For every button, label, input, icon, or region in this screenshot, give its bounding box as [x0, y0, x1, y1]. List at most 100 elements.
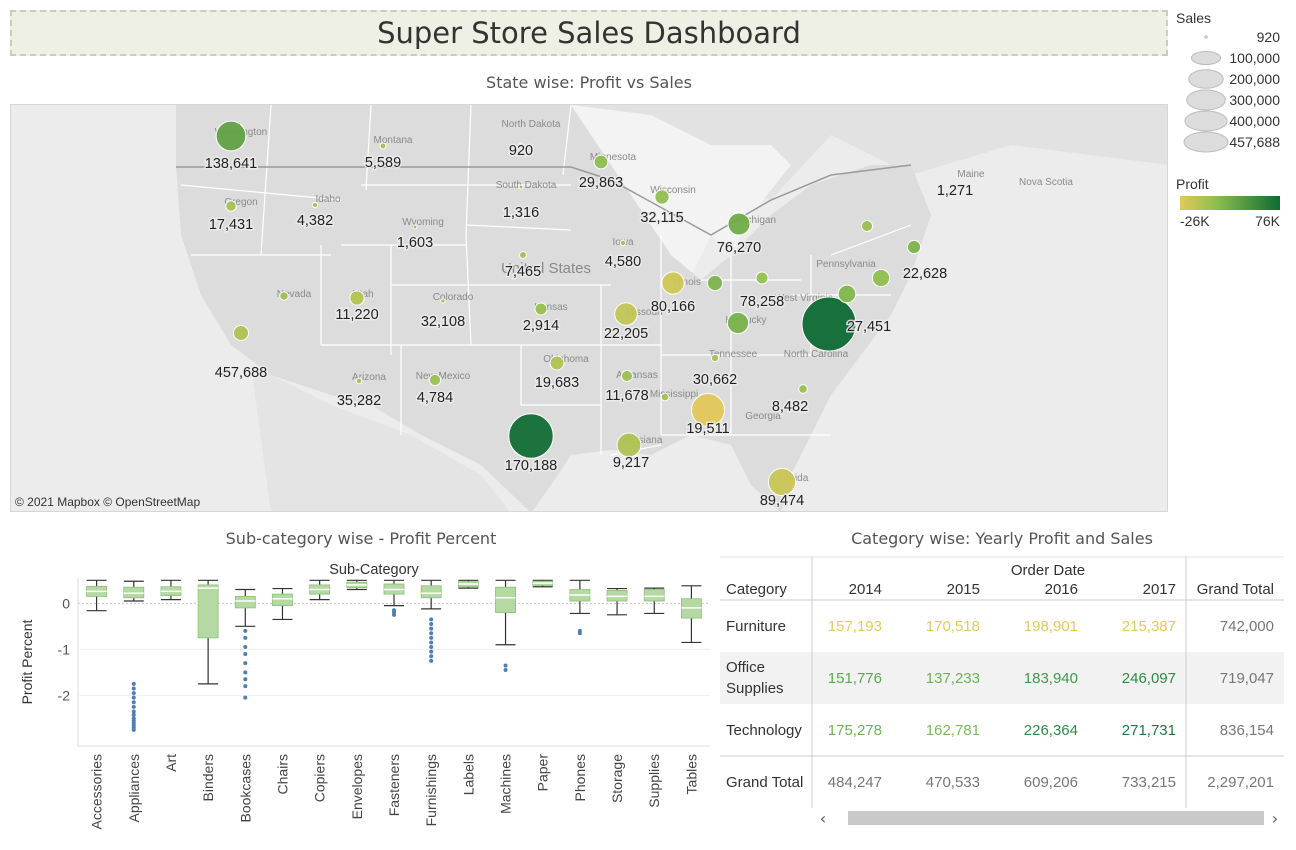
box-outlier	[429, 631, 434, 636]
box-outlier	[243, 661, 248, 666]
bubble-label: 4,580	[605, 254, 641, 270]
boxplot-category-label: Binders	[200, 754, 216, 801]
scroll-left-icon[interactable]: ‹	[819, 808, 827, 828]
box-outlier	[131, 691, 136, 696]
table-column-group: Order Date	[1011, 562, 1085, 579]
state-bubble	[952, 184, 958, 190]
place-label: Arizona	[352, 372, 386, 383]
boxplot-category-label: Machines	[498, 754, 514, 814]
state-border-30	[830, 224, 912, 256]
place-label: Maine	[957, 169, 985, 180]
profit-color-legend: -26K 76K	[1180, 196, 1281, 229]
state-bubble	[860, 219, 874, 233]
state-bubble	[837, 284, 857, 304]
state-bubble	[518, 184, 524, 190]
state-bubble	[518, 142, 524, 148]
table-cell: 215,387	[1122, 618, 1176, 635]
place-label: Colorado	[433, 292, 474, 303]
dashboard-title: Super Store Sales Dashboard	[377, 16, 801, 50]
country-border	[176, 164, 912, 236]
box-outlier	[429, 649, 434, 654]
state-bubble	[726, 311, 750, 335]
map-header-text: State wise: Profit vs Sales	[486, 72, 692, 92]
box-outlier	[243, 645, 248, 650]
boxplot-y-tick: 0	[62, 595, 70, 611]
bubble-label: 170,188	[505, 458, 557, 474]
bubble-label: 29,863	[579, 175, 623, 191]
state-bubble-map[interactable]: WashingtonMontanaNorth DakotaMinnesotaOr…	[10, 104, 1168, 512]
bubble-label: 138,641	[205, 156, 257, 172]
table-row-label: Office	[726, 659, 765, 676]
bubble-label: 8,482	[772, 399, 808, 415]
dashboard-title-bar: Super Store Sales Dashboard	[10, 10, 1168, 56]
state-bubble	[233, 325, 249, 341]
boxplot-category-label: Envelopes	[349, 754, 365, 819]
boxplot-category-label: Chairs	[274, 754, 290, 794]
bubble-label: 1,271	[937, 183, 973, 199]
scrollbar-thumb[interactable]	[848, 811, 1264, 825]
state-bubble	[508, 413, 554, 459]
table-row-label: Furniture	[726, 618, 786, 635]
bubble-label: 457,688	[215, 365, 267, 381]
bubble-label: 27,451	[847, 319, 891, 335]
sales-legend-label: 200,000	[1229, 71, 1280, 87]
bubble-label: 11,220	[335, 307, 378, 323]
state-border-3	[562, 105, 572, 176]
table-cell: 246,097	[1122, 670, 1176, 687]
table-row-band	[720, 652, 1284, 704]
place-label: United States	[501, 260, 591, 277]
boxplot-axis-title: Sub-Category	[329, 562, 419, 578]
bubble-label: 76,270	[717, 240, 761, 256]
sales-legend-mark	[1204, 35, 1208, 39]
place-label: West Virginia	[775, 293, 834, 304]
boxplot-category-label: Art	[163, 754, 179, 772]
place-label: Wyoming	[402, 217, 444, 228]
state-bubble	[428, 373, 442, 387]
bubble-label: 19,511	[686, 421, 729, 437]
state-bubble	[412, 224, 418, 230]
table-header-text: Category wise: Yearly Profit and Sales	[851, 528, 1153, 548]
state-bubble	[906, 239, 922, 255]
boxplot-y-tick: -1	[58, 641, 71, 657]
boxplot-header: Sub-category wise - Profit Percent	[10, 520, 712, 556]
sales-legend-label: 920	[1257, 29, 1281, 45]
scroll-right-icon[interactable]: ›	[1271, 808, 1279, 828]
box-outlier	[429, 654, 434, 659]
place-label: Pennsylvania	[816, 259, 876, 270]
state-bubble	[798, 384, 808, 394]
state-bubble	[727, 212, 751, 236]
bubble-label: 5,589	[365, 155, 401, 171]
boxplot-category-label: Supplies	[646, 754, 662, 808]
place-label: Kansas	[534, 302, 567, 313]
state-border-7	[465, 224, 572, 231]
state-bubble	[660, 392, 670, 402]
sales-legend-mark	[1190, 50, 1222, 66]
table-cell: 198,901	[1024, 618, 1078, 635]
box-iqr	[643, 589, 665, 602]
boxplot-category-label: Paper	[535, 754, 551, 792]
profit-percent-boxplot[interactable]: Sub-Category 0 -1 -2 Profit Percent Accessori…	[10, 556, 712, 846]
table-canvas: Order Date Category 2014 2015 2016 2017 Grand …	[720, 556, 1284, 808]
boxplot-category-label: Tables	[683, 754, 699, 794]
map-canvas[interactable]: WashingtonMontanaNorth DakotaMinnesotaOr…	[11, 105, 1168, 512]
state-bubble	[355, 377, 363, 385]
bubble-label: 7,465	[505, 264, 541, 280]
table-horizontal-scrollbar[interactable]: ‹ ›	[814, 808, 1284, 828]
table-cell: 137,233	[926, 670, 980, 687]
box-outlier	[131, 712, 136, 717]
sales-legend-title: Sales	[1176, 10, 1212, 26]
box-outlier	[131, 681, 136, 686]
box-outlier	[243, 651, 248, 656]
table-total-cell: 719,047	[1220, 670, 1274, 687]
place-label: Michigan	[736, 215, 776, 226]
yearly-profit-table[interactable]: Order Date Category 2014 2015 2016 2017 Grand …	[720, 556, 1284, 808]
sales-legend-mark	[1184, 110, 1228, 132]
table-cell: 151,776	[828, 670, 882, 687]
boxplot-canvas[interactable]: Sub-Category 0 -1 -2 Profit Percent Accessori…	[10, 556, 712, 846]
bubble-label: 22,205	[604, 326, 648, 342]
place-label: Tennessee	[709, 349, 758, 360]
bubble-label: 19,683	[535, 375, 579, 391]
sales-legend-mark	[1188, 69, 1224, 89]
state-bubble	[534, 302, 548, 316]
state-bubble	[215, 120, 247, 152]
